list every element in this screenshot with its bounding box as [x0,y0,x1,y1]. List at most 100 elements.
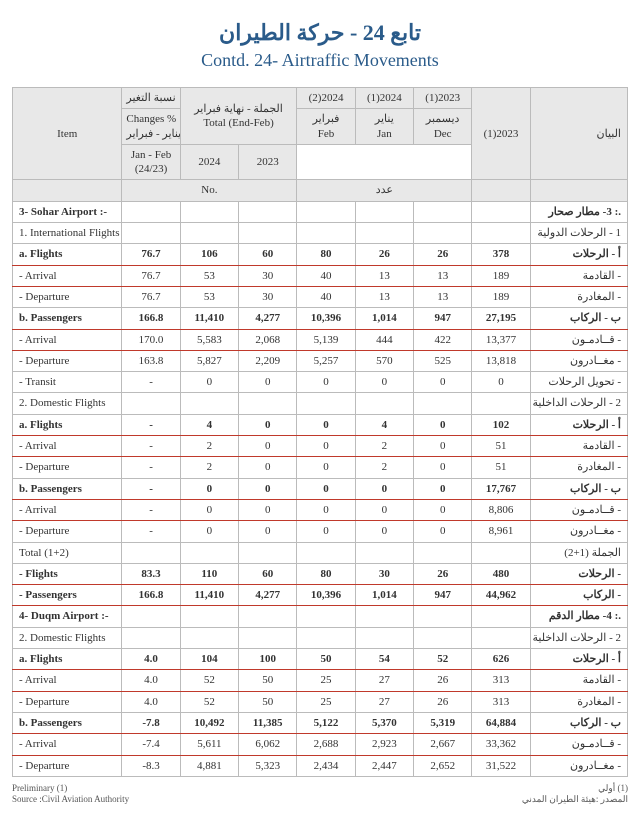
cell: 2,688 [297,734,355,755]
cell: -7.4 [122,734,180,755]
cell: 0 [239,436,297,457]
cell: 0 [355,478,413,499]
row-label-en: - Arrival [13,265,122,286]
cell: - [122,521,180,542]
cell [239,542,297,563]
row-label-en: 2. Domestic Flights [13,393,122,414]
cell [355,606,413,627]
row-label-en: - Arrival [13,670,122,691]
footer-prelim-ar: (1) أولي [598,783,628,794]
cell: 4.0 [122,670,180,691]
footer: Preliminary (1) (1) أولي Source :Civil A… [12,783,628,805]
cell: 2,434 [297,755,355,776]
table-row: - Departure-000008,961- مغــادرون [13,521,628,542]
hdr-y23: 2023 [239,144,297,180]
hdr-2024b: (1)2024 [355,88,413,109]
row-label-ar: - الركاب [530,585,627,606]
cell: 5,370 [355,712,413,733]
cell: 17,767 [472,478,530,499]
table-row: - Passengers166.811,4104,27710,3961,0149… [13,585,628,606]
table-row: - Arrival170.05,5832,0685,13944442213,37… [13,329,628,350]
cell: 13 [414,265,472,286]
cell: 313 [472,691,530,712]
cell [472,201,530,222]
cell: 5,583 [180,329,238,350]
row-label-en: b. Passengers [13,712,122,733]
cell: 11,385 [239,712,297,733]
cell: 0 [297,436,355,457]
row-label-en: - Transit [13,372,122,393]
row-label-ar: - القادمة [530,265,627,286]
row-label-en: - Departure [13,691,122,712]
cell: 0 [180,478,238,499]
row-label-ar: - المغادرة [530,457,627,478]
cell: 0 [414,499,472,520]
row-label-ar: 2 - الرحلات الداخلية [530,393,627,414]
cell: 110 [180,563,238,584]
cell: 166.8 [122,585,180,606]
cell [414,542,472,563]
row-label-en: 1. International Flights [13,223,122,244]
row-label-en: 3- Sohar Airport :- [13,201,122,222]
cell: - [122,499,180,520]
footer-prelim-en: Preliminary (1) [12,783,67,794]
table-row: - Departure-8.34,8815,3232,4342,4472,652… [13,755,628,776]
cell [414,201,472,222]
cell: 104 [180,649,238,670]
cell: 626 [472,649,530,670]
row-label-en: - Departure [13,457,122,478]
row-label-ar: - قــادمـون [530,734,627,755]
row-label-ar: 1 - الرحلات الدولية [530,223,627,244]
cell: 13 [355,265,413,286]
cell [355,542,413,563]
cell: 76.7 [122,286,180,307]
cell: -8.3 [122,755,180,776]
row-label-ar: ب - الركاب [530,478,627,499]
cell: 54 [355,649,413,670]
cell: 4 [180,414,238,435]
cell: 170.0 [122,329,180,350]
cell [180,542,238,563]
table-row: b. Passengers-7.810,49211,3855,1225,3705… [13,712,628,733]
row-label-ar: أ - الرحلات [530,649,627,670]
cell: 30 [355,563,413,584]
cell: 52 [414,649,472,670]
cell: 26 [414,691,472,712]
cell [472,223,530,244]
hdr-feb: فبرايرFeb [297,109,355,145]
cell [122,606,180,627]
cell: 13 [414,286,472,307]
row-label-ar: - المغادرة [530,691,627,712]
cell [472,606,530,627]
hdr-chg-ar: نسبة التغير [122,88,180,109]
cell [414,393,472,414]
title-english: Contd. 24- Airtraffic Movements [12,50,628,71]
cell: 0 [297,521,355,542]
row-label-ar: أ - الرحلات [530,414,627,435]
cell: 0 [414,478,472,499]
cell: 0 [297,478,355,499]
row-label-ar: - مغــادرون [530,755,627,776]
cell: 2,447 [355,755,413,776]
row-label-en: b. Passengers [13,308,122,329]
cell [414,627,472,648]
cell [355,201,413,222]
cell [122,201,180,222]
cell [180,201,238,222]
row-label-en: - Departure [13,350,122,371]
cell: 76.7 [122,244,180,265]
cell: 189 [472,265,530,286]
row-label-ar: ب - الركاب [530,308,627,329]
cell: 51 [472,436,530,457]
cell [180,627,238,648]
hdr-no: No. [122,180,297,201]
cell: 50 [297,649,355,670]
row-label-ar: - قــادمـون [530,499,627,520]
table-row: a. Flights-40040102أ - الرحلات [13,414,628,435]
table-header: Item نسبة التغير الجملة - نهاية فبرايرTo… [13,88,628,202]
cell [355,223,413,244]
row-label-ar: .: 3- مطار صحار [530,201,627,222]
row-label-ar: - القادمة [530,436,627,457]
cell [414,606,472,627]
row-label-en: - Arrival [13,329,122,350]
